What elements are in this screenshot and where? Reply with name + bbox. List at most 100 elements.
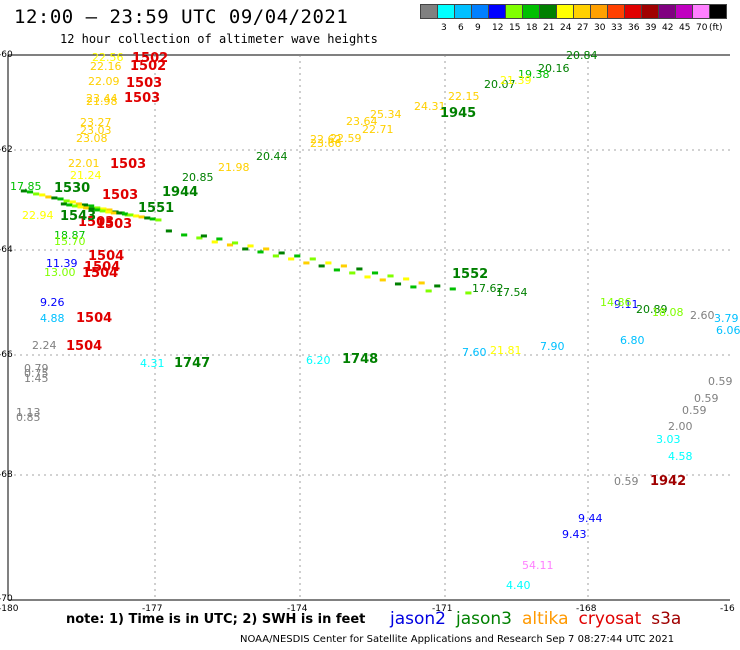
- time-marker-label: 1504: [84, 260, 121, 275]
- track-segment: ▬: [378, 275, 387, 284]
- track-segment: ▬: [143, 213, 151, 223]
- legend-label: 45: [679, 23, 691, 33]
- time-marker-label: 1530: [54, 181, 91, 196]
- track-segment: ▬: [424, 285, 433, 295]
- swh-observation-label: 1.45: [24, 372, 49, 385]
- satellite-name-s3a: s3a: [651, 609, 682, 629]
- track-segment: ▬: [132, 211, 140, 221]
- x-tick: -174: [287, 604, 308, 614]
- track-segment: ▬: [76, 201, 85, 211]
- track-segment: ▬: [231, 237, 239, 247]
- time-marker-label: 1543: [60, 209, 97, 224]
- track-segment: ▬: [87, 201, 95, 211]
- track-segment: ▬: [98, 205, 107, 215]
- legend-label: 24: [560, 23, 572, 33]
- satellite-name-cryosat: cryosat: [578, 609, 642, 629]
- legend-label: 9: [475, 23, 481, 33]
- swh-observation-label: 14.86: [600, 296, 632, 309]
- swh-observation-label: 22.01: [68, 157, 100, 170]
- swh-observation-label: 9.11: [614, 298, 639, 311]
- track-segment: ▬: [246, 241, 255, 250]
- track-segment: ▬: [115, 208, 124, 218]
- y-tick: -62: [0, 145, 13, 155]
- legend-label: 15: [509, 23, 521, 33]
- track-segment: ▬: [348, 268, 356, 277]
- track-segment: ▬: [448, 284, 457, 294]
- track-segment: ▬: [340, 261, 348, 270]
- time-marker-label: 1747: [174, 356, 211, 371]
- legend-label: 21: [543, 23, 555, 33]
- swh-observation-label: 2.60: [690, 309, 715, 322]
- track-segment: ▬: [464, 287, 472, 297]
- legend-label: 33: [611, 23, 623, 33]
- swh-observation-label: 23.03: [80, 124, 112, 137]
- track-segment: ▬: [154, 215, 162, 225]
- swh-observation-label: 21.39: [500, 74, 532, 87]
- x-tick: -180: [0, 604, 19, 614]
- swh-observation-label: 20.89: [636, 303, 668, 316]
- swh-observation-label: 1.13: [16, 406, 41, 419]
- swh-observation-label: 17.85: [10, 180, 42, 193]
- track-segment: ▬: [137, 212, 146, 222]
- swh-observation-label: 11.39: [46, 257, 78, 270]
- track-segment: ▬: [293, 251, 301, 260]
- swh-observation-label: 6.80: [620, 334, 645, 347]
- time-marker-label: 1552: [452, 267, 489, 282]
- footer-credit: NOAA/NESDIS Center for Satellite Applica…: [240, 634, 675, 645]
- swh-observation-label: 22.62: [310, 133, 342, 146]
- swh-observation-label: 22.56: [92, 51, 124, 64]
- swh-observation-label: 21.81: [490, 344, 522, 357]
- time-marker-label: 1503: [124, 91, 161, 106]
- swh-observation-label: 23.27: [80, 116, 112, 129]
- track-segment: ▬: [123, 209, 132, 219]
- swh-observation-label: 3.03: [656, 433, 681, 446]
- track-segment: ▬: [44, 191, 52, 201]
- swh-observation-label: 22.71: [362, 123, 394, 136]
- y-tick: -66: [0, 350, 13, 360]
- track-segment: ▬: [93, 204, 101, 214]
- swh-observation-label: 23.66: [310, 137, 342, 150]
- track-segment: ▬: [417, 277, 426, 287]
- legend-label: 18: [526, 23, 538, 33]
- swh-observation-label: 9.43: [562, 528, 587, 541]
- swh-observation-label: 0.75: [24, 367, 49, 380]
- track-segment: ▬: [81, 199, 89, 209]
- legend-label: 12: [492, 23, 504, 33]
- track-segment: ▬: [104, 206, 112, 216]
- swh-observation-label: 25.34: [370, 108, 402, 121]
- swh-observation-label: 18.08: [652, 306, 684, 319]
- satellite-name-jason2: jason2: [390, 609, 446, 629]
- time-marker-label: 1502: [130, 59, 167, 74]
- swh-observation-label: 23.08: [76, 132, 108, 145]
- swh-observation-label: 54.11: [522, 559, 554, 572]
- swh-observation-label: 13.00: [44, 266, 76, 279]
- map-subtitle: 12 hour collection of altimeter wave hei…: [60, 32, 378, 46]
- swh-observation-label: 9.44: [578, 512, 603, 525]
- swh-observation-label: 20.44: [256, 150, 288, 163]
- swh-observation-label: 4.31: [140, 357, 165, 370]
- swh-observation-label: 2.24: [32, 339, 57, 352]
- track-segment: ▬: [65, 199, 74, 209]
- track-segment: ▬: [215, 234, 224, 244]
- time-marker-label: 1504: [76, 311, 113, 326]
- legend-label: 36: [628, 23, 640, 33]
- track-segment: ▬: [110, 207, 118, 217]
- time-marker-label: 1942: [650, 474, 687, 489]
- time-marker-label: 1748: [342, 352, 379, 367]
- swh-observation-label: 4.40: [506, 579, 531, 592]
- track-segment: ▬: [308, 254, 317, 264]
- track-segment: ▬: [32, 188, 40, 198]
- swh-observation-label: 20.84: [566, 49, 598, 62]
- track-segment: ▬: [87, 203, 96, 213]
- track-segment: ▬: [111, 206, 120, 216]
- track-segment: ▬: [333, 264, 341, 274]
- track-segment: ▬: [93, 202, 101, 212]
- swh-observation-label: 22.09: [88, 75, 120, 88]
- track-segment: ▬: [210, 236, 219, 246]
- track-segment: ▬: [433, 281, 441, 290]
- swh-observation-label: 22.16: [90, 60, 122, 73]
- legend-swatch: [709, 4, 727, 19]
- y-tick: -70: [0, 594, 13, 604]
- swh-observation-label: 7.60: [462, 346, 487, 359]
